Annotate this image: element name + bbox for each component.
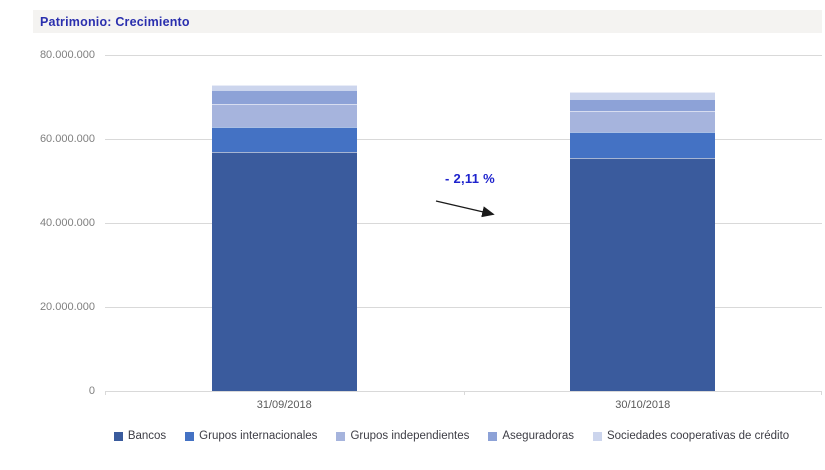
bars [105, 55, 822, 391]
gridline [105, 55, 822, 56]
segment-grupos-internacionales[interactable] [211, 127, 357, 153]
legend-swatch [592, 431, 602, 441]
chart-title: Patrimonio: Crecimiento [40, 14, 190, 29]
plot-area: - 2,11 % [105, 55, 822, 395]
legend-label: Grupos independientes [350, 430, 470, 442]
y-axis-tick-label: 40.000.000 [39, 217, 95, 229]
annotation-label: - 2,11 % [405, 171, 535, 186]
legend-swatch [113, 431, 123, 441]
y-axis-tick-label: 20.000.000 [39, 301, 95, 313]
gridline [105, 223, 822, 224]
legend-item-grupos-independientes[interactable]: Grupos independientes [336, 430, 469, 442]
x-axis-tick [463, 391, 465, 395]
legend-label: Bancos [127, 430, 167, 442]
gridline [105, 307, 822, 308]
legend-item-aseguradoras[interactable]: Aseguradoras [488, 430, 574, 442]
legend-swatch [185, 431, 195, 441]
legend-swatch [488, 431, 498, 441]
y-axis-tick-label: 80.000.000 [39, 49, 95, 61]
legend-label: Aseguradoras [502, 430, 574, 442]
x-axis-tick [821, 391, 822, 395]
annotation-arrow-icon [435, 200, 495, 218]
segment-sociedades-cooperativas-de-credito[interactable] [570, 92, 716, 100]
legend-label: Grupos internacionales [199, 430, 318, 442]
segment-sociedades-cooperativas-de-credito[interactable] [211, 85, 357, 91]
y-axis-tick-label: 60.000.000 [39, 133, 95, 145]
legend-swatch [336, 431, 346, 441]
segment-bancos[interactable] [570, 158, 716, 391]
segment-grupos-independientes[interactable] [211, 104, 357, 128]
segment-grupos-independientes[interactable] [570, 111, 716, 133]
segment-bancos[interactable] [211, 152, 357, 391]
segment-aseguradoras[interactable] [211, 90, 357, 105]
legend-item-sociedades-cooperativas-de-credito[interactable]: Sociedades cooperativas de crédito [592, 430, 790, 442]
chart-header: Patrimonio: Crecimiento [33, 10, 822, 33]
legend: Bancos Grupos internacionales Grupos indep… [85, 428, 818, 444]
segment-grupos-internacionales[interactable] [570, 132, 716, 159]
bar-31-09-2018[interactable] [211, 85, 357, 391]
gridline [105, 139, 822, 140]
legend-item-bancos[interactable]: Bancos [113, 430, 167, 442]
x-axis-label: 30/10/2018 [615, 399, 671, 411]
bar-30-10-2018[interactable] [570, 92, 716, 391]
x-axis-tick [105, 391, 106, 395]
legend-label: Sociedades cooperativas de crédito [606, 430, 790, 442]
legend-item-grupos-internacionales[interactable]: Grupos internacionales [185, 430, 317, 442]
y-axis-labels: 80.000.000 60.000.000 40.000.000 20.000.000… [0, 49, 95, 397]
segment-aseguradoras[interactable] [570, 99, 716, 112]
x-axis-label: 31/09/2018 [256, 399, 312, 411]
annotation-text: - 2,11 % [444, 171, 496, 186]
x-axis-labels: 31/09/2018 30/10/2018 [105, 399, 822, 413]
y-axis-tick-label: 0 [88, 385, 95, 397]
